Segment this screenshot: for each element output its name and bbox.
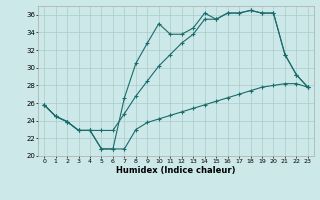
X-axis label: Humidex (Indice chaleur): Humidex (Indice chaleur) bbox=[116, 166, 236, 175]
